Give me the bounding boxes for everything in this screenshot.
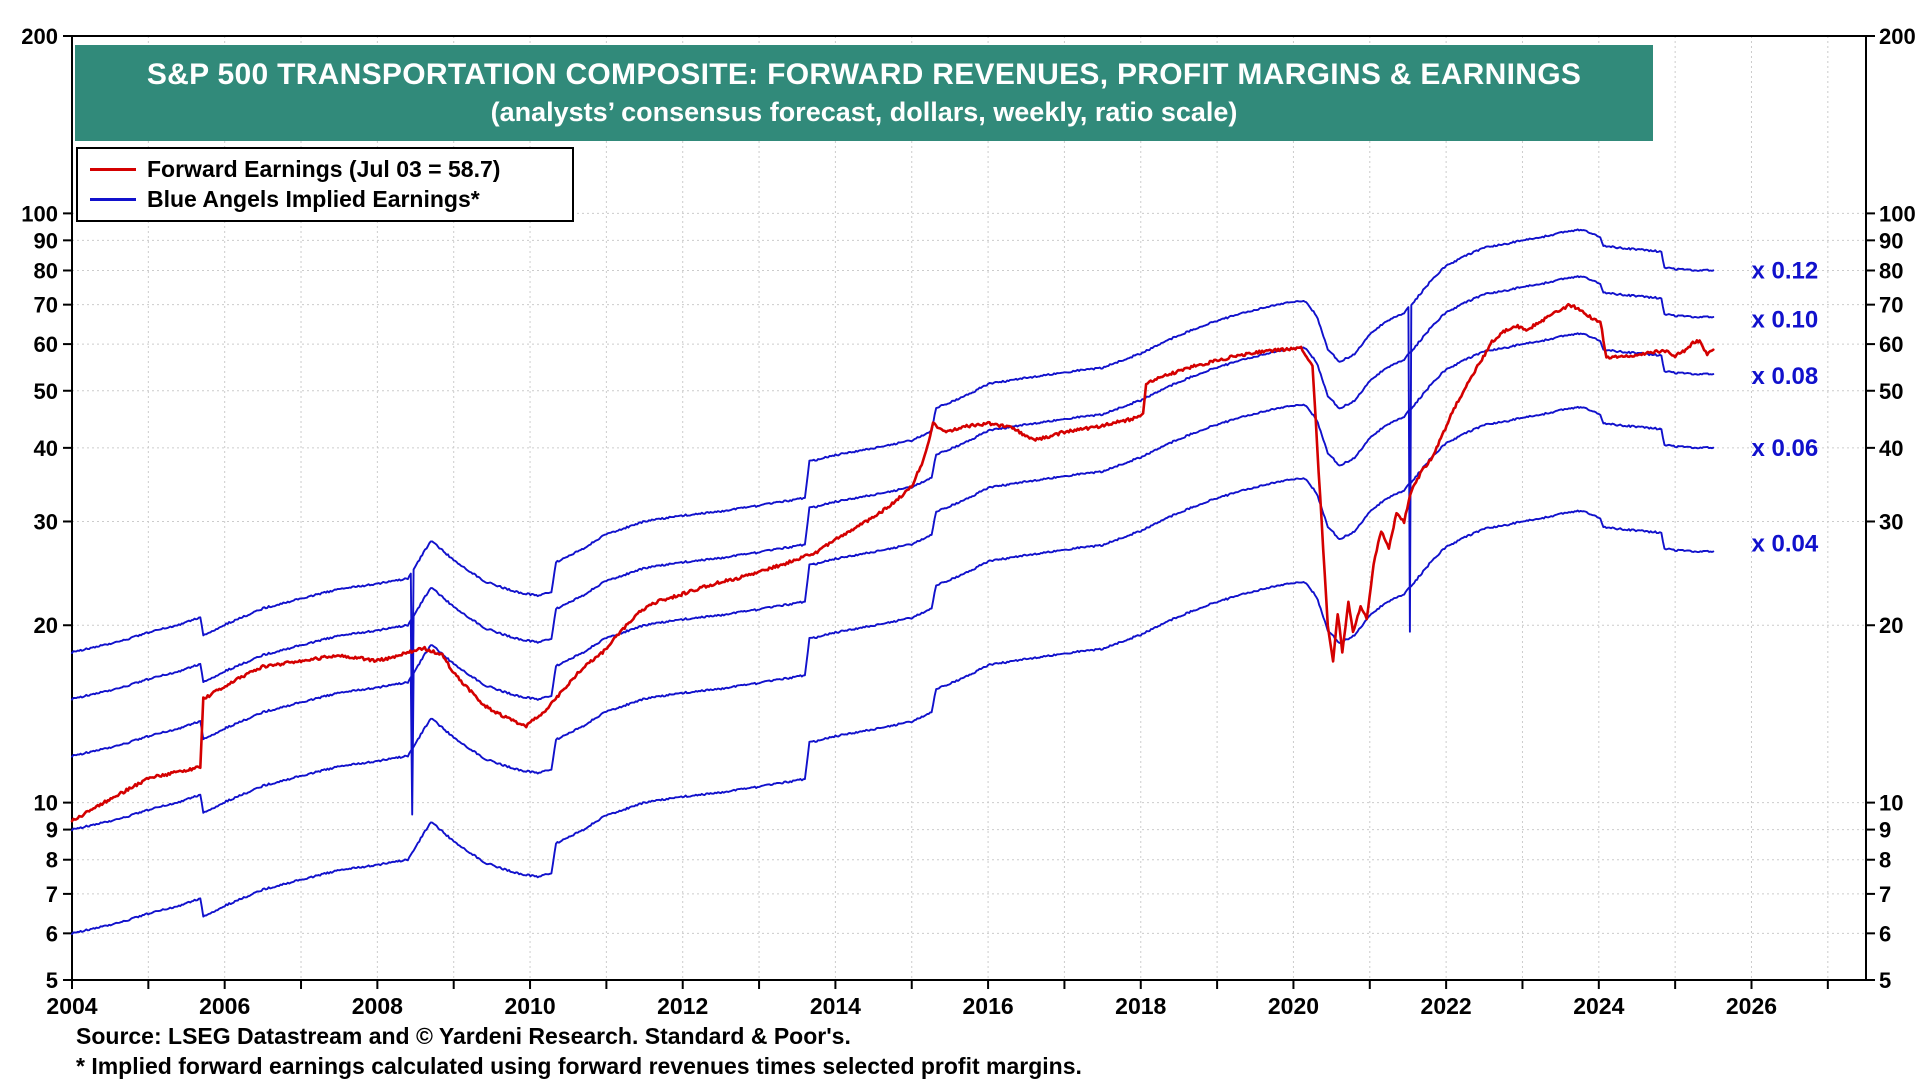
plot-border — [71, 35, 1867, 981]
y-tick-label-left: 6 — [46, 921, 58, 946]
x-tick-label: 2004 — [46, 993, 97, 1019]
y-tick-label-right: 9 — [1879, 818, 1891, 843]
blue-angels-line-x0.12 — [71, 228, 1715, 712]
y-tick-label-left: 40 — [34, 436, 58, 461]
y-tick-label-left: 9 — [46, 818, 58, 843]
footnote-text: * Implied forward earnings calculated us… — [76, 1053, 1082, 1079]
legend: Forward Earnings (Jul 03 = 58.7) Blue An… — [76, 147, 574, 222]
y-tick-label-left: 7 — [46, 882, 58, 907]
multiplier-label: x 0.04 — [1751, 531, 1818, 558]
y-tick-label-left: 30 — [34, 509, 58, 534]
y-tick-label-right: 20 — [1879, 613, 1903, 638]
x-tick-label: 2010 — [504, 993, 555, 1019]
legend-item-forward-earnings: Forward Earnings (Jul 03 = 58.7) — [90, 156, 560, 183]
y-tick-label-right: 200 — [1879, 24, 1916, 49]
x-tick-label: 2008 — [352, 993, 403, 1019]
axis-ticks — [63, 35, 1875, 989]
y-tick-label-left: 60 — [34, 332, 58, 357]
y-tick-label-left: 5 — [46, 968, 58, 993]
legend-label-forward-earnings: Forward Earnings (Jul 03 = 58.7) — [147, 156, 501, 182]
y-tick-label-right: 7 — [1879, 882, 1891, 907]
y-tick-label-right: 50 — [1879, 379, 1903, 404]
y-tick-label-left: 200 — [21, 24, 58, 49]
x-tick-label: 2014 — [810, 993, 861, 1019]
y-tick-label-right: 90 — [1879, 228, 1903, 253]
y-tick-label-left: 100 — [21, 201, 58, 226]
x-tick-label: 2016 — [962, 993, 1013, 1019]
y-tick-label-right: 8 — [1879, 848, 1891, 873]
grid-lines — [72, 36, 1866, 980]
y-tick-label-right: 40 — [1879, 436, 1903, 461]
y-tick-label-right: 5 — [1879, 968, 1891, 993]
y-tick-label-left: 70 — [34, 293, 58, 318]
y-tick-label-right: 80 — [1879, 258, 1903, 283]
chart-title-banner: S&P 500 TRANSPORTATION COMPOSITE: FORWAR… — [75, 45, 1653, 141]
y-tick-label-right: 100 — [1879, 201, 1916, 226]
multiplier-label: x 0.06 — [1751, 435, 1818, 462]
multiplier-label: x 0.10 — [1751, 307, 1818, 334]
y-tick-label-left: 90 — [34, 228, 58, 253]
forward-earnings-line — [70, 302, 1715, 823]
legend-item-blue-angels: Blue Angels Implied Earnings* — [90, 186, 560, 213]
y-tick-label-left: 80 — [34, 258, 58, 283]
multiplier-label: x 0.08 — [1751, 363, 1818, 390]
red-line-sample-icon — [90, 168, 136, 171]
x-tick-label: 2018 — [1115, 993, 1166, 1019]
x-tick-label: 2012 — [657, 993, 708, 1019]
x-tick-label: 2026 — [1726, 993, 1777, 1019]
y-tick-label-left: 8 — [46, 848, 58, 873]
y-tick-label-right: 30 — [1879, 509, 1903, 534]
y-tick-label-left: 20 — [34, 613, 58, 638]
source-text: Source: LSEG Datastream and © Yardeni Re… — [76, 1023, 851, 1049]
blue-line-sample-icon — [90, 198, 136, 201]
x-tick-label: 2020 — [1268, 993, 1319, 1019]
blue-angels-line-x0.10 — [71, 275, 1715, 759]
blue-angels-line-x0.06 — [71, 405, 1715, 832]
blue-angels-lines — [71, 228, 1715, 936]
y-tick-label-right: 70 — [1879, 293, 1903, 318]
blue-angels-line-x0.04 — [71, 509, 1715, 936]
x-tick-label: 2024 — [1573, 993, 1624, 1019]
multiplier-labels: x 0.12 x 0.10 x 0.08 x 0.06 x 0.04 — [1751, 257, 1818, 557]
y-tick-label-right: 6 — [1879, 921, 1891, 946]
blue-angels-line-x0.08 — [71, 332, 1715, 816]
legend-label-blue-angels: Blue Angels Implied Earnings* — [147, 186, 480, 212]
y-tick-label-right: 10 — [1879, 791, 1903, 816]
y-tick-label-right: 60 — [1879, 332, 1903, 357]
chart-title: S&P 500 TRANSPORTATION COMPOSITE: FORWAR… — [146, 58, 1582, 91]
x-tick-label: 2006 — [199, 993, 250, 1019]
x-tick-label: 2022 — [1421, 993, 1472, 1019]
multiplier-label: x 0.12 — [1751, 257, 1818, 284]
chart-subtitle: (analysts’ consensus forecast, dollars, … — [490, 97, 1238, 127]
y-tick-label-left: 50 — [34, 379, 58, 404]
y-tick-label-left: 10 — [34, 791, 58, 816]
